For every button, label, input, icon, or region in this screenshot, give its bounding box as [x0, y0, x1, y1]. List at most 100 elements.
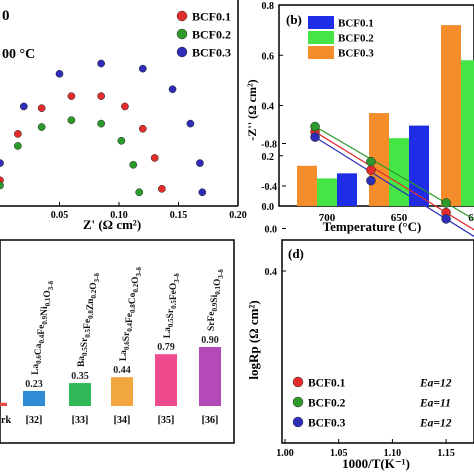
panel-a-point-bcf0-3 — [55, 69, 64, 78]
panel-c-x-tick-label: [32] — [26, 415, 43, 426]
panel-c-material-formula: La0.5Sr0.5FeO3-δ — [163, 273, 181, 338]
panel-b-y-tick-label: 0.8 — [262, 1, 275, 12]
panel-a-point-bcf0-2 — [67, 116, 76, 125]
panel-c-material-formula: Ba0.5Sr0.5Fe0.8Zn0.2O3-δ — [77, 273, 101, 367]
panel-a-point-bcf0-1 — [157, 184, 166, 193]
panel-c-bar-34 — [111, 377, 133, 406]
panel-d-legend-label: BCF0.1 — [308, 378, 346, 390]
panel-b-bar-bcf0-1-700 — [337, 173, 357, 206]
panel-d-label: (d) — [288, 246, 304, 261]
panel-d-x-axis-label: 1000/T(K⁻¹) — [342, 456, 410, 471]
panel-d-point-bcf0-2 — [441, 198, 451, 208]
panel-a-x-tick-label: 0.15 — [170, 210, 188, 221]
panel-b-x-tick-label: 700 — [319, 212, 336, 224]
panel-d-point-bcf0-2 — [366, 156, 376, 167]
panel-a-point-bcf0-3 — [198, 188, 207, 197]
panel-d-x-tick-label: 1.10 — [384, 448, 402, 459]
panel-d-y-tick-label: -0.4 — [261, 182, 277, 193]
panel-a-legend-label: BCF0.1 — [192, 10, 231, 24]
panel-a-x-tick-label: 0.20 — [229, 210, 247, 221]
panel-c-bar-rk — [0, 402, 7, 406]
panel-c-x-tick-label: [36] — [202, 415, 219, 426]
panel-a-point-bcf0-3 — [138, 64, 147, 73]
panel-a-point-bcf0-3 — [168, 85, 177, 94]
panel-b-y-tick-label: 0.2 — [262, 152, 275, 163]
panel-b-x-tick-label: 650 — [391, 212, 408, 224]
panel-d-x-tick-label: 1.00 — [276, 448, 294, 459]
panel-c-x-tick-label: [33] — [72, 415, 89, 426]
panel-c-material-formula: SrFe0.9Si0.1O3-δ — [207, 269, 225, 331]
panel-a-point-bcf0-2 — [129, 160, 138, 169]
panel-b-bar-group — [297, 25, 474, 207]
panel-d-x-tick-label: 1.15 — [437, 448, 455, 459]
panel-d-fit-line-bcf0-2 — [314, 125, 474, 220]
panel-d-legend-marker — [292, 416, 304, 428]
panel-b-bar-bcf0-2-650 — [389, 138, 409, 206]
panel-c-material-formula: La0.6Sr0.4Fe0.8Co0.2O3-δ — [119, 267, 143, 361]
panel-d-legend-label: BCF0.3 — [308, 418, 346, 430]
panel-d-y-tick-label: 0.0 — [265, 225, 278, 236]
panel-c-x-tick-label: [35] — [158, 415, 175, 426]
panel-d-ticks: 1.00 1.05 1.10 1.15 0.4 0.0 -0.4 -0.8 — [261, 140, 455, 460]
panel-a-temperature: 00 °C — [2, 47, 35, 62]
panel-b-legend: BCF0.1 BCF0.2 BCF0.3 — [308, 16, 374, 60]
panel-a-point-bcf0-2 — [14, 142, 22, 150]
panel-b-legend-swatch — [308, 31, 334, 44]
panel-d-y-tick-label: -0.8 — [261, 140, 277, 151]
panel-c-x-tick-label: rk — [1, 415, 11, 426]
panel-a-point-bcf0-1 — [121, 102, 129, 111]
panel-a-point-bcf0-1 — [37, 104, 46, 113]
panel-c-material-formula: La0.6Ca0.4Fe0.9Ni0.1O3-δ — [31, 280, 55, 374]
panel-d-legend-marker — [292, 376, 304, 388]
panel-d-y-axis-label: logRp (Ω cm²) — [246, 300, 261, 379]
panel-d-point-bcf0-3 — [310, 132, 320, 142]
panel-c-frame — [0, 239, 235, 444]
panel-c-x-tick-label: [34] — [114, 415, 131, 426]
panel-b-bar-bcf0-2-600 — [461, 60, 474, 207]
panel-d-fit-line-bcf0-3 — [314, 136, 474, 238]
panel-d-legend-ea: Ea=12 — [419, 418, 452, 430]
panel-a-legend-marker — [176, 10, 188, 22]
panel-b-bar-bcf0-3-700 — [297, 165, 317, 206]
panel-d-legend: BCF0.1 Ea=12 BCF0.2 Ea=11 BCF0.3 Ea=12 — [292, 376, 452, 430]
panel-c-bar-35 — [155, 354, 177, 406]
panel-b-bar-bcf0-1-650 — [409, 125, 429, 206]
panel-d-fit-lines — [314, 125, 474, 238]
panel-d-legend-ea: Ea=12 — [419, 378, 452, 390]
panel-c-value-label: 0.23 — [25, 379, 43, 390]
panel-d-point-bcf0-3 — [366, 175, 376, 186]
panel-a-legend-label: BCF0.3 — [192, 46, 231, 60]
panel-a-points — [0, 59, 207, 197]
panel-c-bar-group: rk 0.23 [32] 0.35 [33] 0.44 [34] 0.79 [35] 0.90 [3… — [0, 267, 225, 426]
panel-a-point-bcf0-1 — [67, 92, 76, 100]
panel-b-legend-label: BCF0.1 — [338, 18, 374, 30]
panel-a-legend-label: BCF0.2 — [192, 28, 231, 42]
panel-d-point-bcf0-2 — [310, 121, 320, 132]
panel-d-legend-label: BCF0.2 — [308, 398, 346, 410]
panel-b-bars: (b) -Z'' (Ω cm²) 70065060.00.20.40.60.8 … — [245, 1, 474, 234]
panel-c-value-label: 0.79 — [157, 342, 175, 353]
panel-a-point-bcf0-3 — [196, 159, 204, 167]
panel-a-point-bcf0-1 — [150, 154, 159, 162]
panel-a-legend: BCF0.1 BCF0.2 BCF0.3 — [176, 10, 231, 60]
panel-b-label: (b) — [286, 12, 302, 27]
panel-b-y-tick-label: 0.6 — [262, 51, 275, 62]
panel-d-legend-marker — [292, 396, 304, 408]
panel-a-label-fragment: 0 — [2, 8, 10, 24]
panel-a-point-bcf0-1 — [97, 92, 106, 100]
panel-a-legend-marker — [176, 28, 188, 40]
panel-b-y-axis-label: -Z'' (Ω cm²) — [245, 79, 259, 140]
panel-a-x-axis-label: Z' (Ω cm²) — [83, 217, 141, 232]
panel-a-x-tick-label: 0.10 — [110, 210, 128, 221]
panel-a-point-bcf0-2 — [135, 188, 144, 197]
panel-a-point-bcf0-1 — [14, 130, 22, 138]
panel-d-legend-ea: Ea=11 — [419, 398, 451, 410]
panel-c-value-label: 0.90 — [201, 335, 219, 346]
panel-a-point-bcf0-3 — [19, 102, 28, 111]
panel-a-point-bcf0-3 — [0, 159, 4, 167]
panel-d-point-bcf0-3 — [441, 214, 451, 224]
panel-b-legend-label: BCF0.3 — [338, 48, 374, 60]
panel-c-value-label: 0.35 — [71, 371, 89, 382]
panel-a-point-bcf0-1 — [138, 124, 147, 133]
panel-b-legend-swatch — [308, 46, 334, 59]
